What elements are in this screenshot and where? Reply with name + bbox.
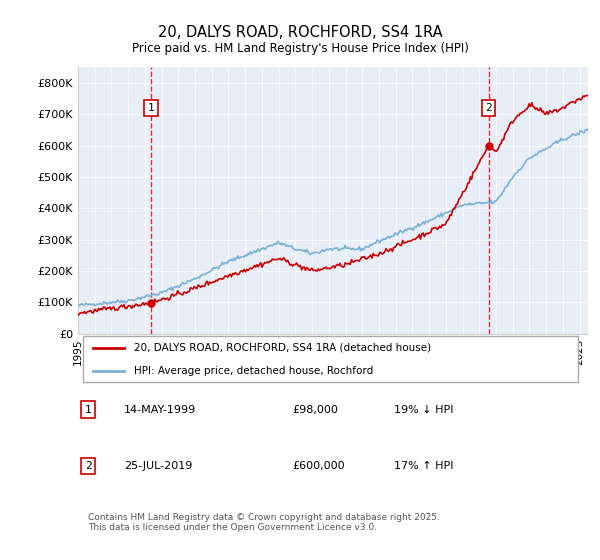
Text: 19% ↓ HPI: 19% ↓ HPI <box>394 405 454 414</box>
Text: 1: 1 <box>85 405 92 414</box>
Text: £600,000: £600,000 <box>292 461 345 471</box>
Text: Contains HM Land Registry data © Crown copyright and database right 2025.
This d: Contains HM Land Registry data © Crown c… <box>88 513 440 533</box>
Text: Price paid vs. HM Land Registry's House Price Index (HPI): Price paid vs. HM Land Registry's House … <box>131 42 469 55</box>
Text: 2: 2 <box>485 103 492 113</box>
Text: 25-JUL-2019: 25-JUL-2019 <box>124 461 192 471</box>
Text: 1: 1 <box>148 103 154 113</box>
Text: HPI: Average price, detached house, Rochford: HPI: Average price, detached house, Roch… <box>134 366 373 376</box>
Text: 17% ↑ HPI: 17% ↑ HPI <box>394 461 454 471</box>
Text: 20, DALYS ROAD, ROCHFORD, SS4 1RA (detached house): 20, DALYS ROAD, ROCHFORD, SS4 1RA (detac… <box>134 343 431 353</box>
FancyBboxPatch shape <box>83 336 578 382</box>
Text: £98,000: £98,000 <box>292 405 338 414</box>
Text: 2: 2 <box>85 461 92 471</box>
Text: 14-MAY-1999: 14-MAY-1999 <box>124 405 196 414</box>
Text: 20, DALYS ROAD, ROCHFORD, SS4 1RA: 20, DALYS ROAD, ROCHFORD, SS4 1RA <box>158 25 442 40</box>
